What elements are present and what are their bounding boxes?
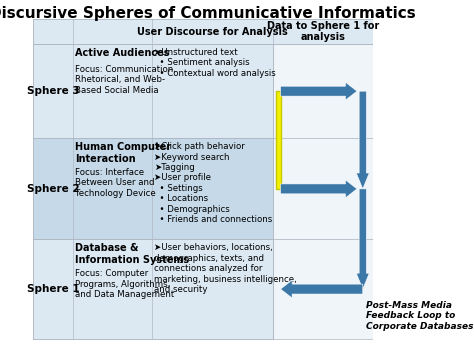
Bar xyxy=(33,44,273,138)
Text: ➤User behaviors, locations,
demographics, texts, and
connections analyzed for
ma: ➤User behaviors, locations, demographics… xyxy=(155,244,297,294)
Text: Database &
Information Systems: Database & Information Systems xyxy=(75,244,189,265)
Polygon shape xyxy=(281,180,357,198)
Bar xyxy=(275,91,281,189)
Text: Data to Sphere 1 for
analysis: Data to Sphere 1 for analysis xyxy=(266,21,379,42)
Bar xyxy=(273,239,373,339)
Text: Discursive Spheres of Communicative Informatics: Discursive Spheres of Communicative Info… xyxy=(0,6,415,21)
Text: Active Audiences: Active Audiences xyxy=(75,48,170,58)
Text: ➤Unstructured text
  • Sentiment analysis
  • Contextual word analysis: ➤Unstructured text • Sentiment analysis … xyxy=(155,48,276,78)
Text: Human Computer
Interaction: Human Computer Interaction xyxy=(75,142,171,164)
Polygon shape xyxy=(356,91,369,189)
Polygon shape xyxy=(281,82,357,100)
Text: Sphere 1: Sphere 1 xyxy=(27,284,79,294)
Text: Sphere 2: Sphere 2 xyxy=(27,184,79,194)
Bar xyxy=(33,138,273,239)
Text: Focus: Communication,
Rhetorical, and Web-
Based Social Media: Focus: Communication, Rhetorical, and We… xyxy=(75,65,176,95)
Text: Focus: Computer
Programs, Algorithms,
and Data Management: Focus: Computer Programs, Algorithms, an… xyxy=(75,269,174,299)
Polygon shape xyxy=(281,280,363,298)
Text: Focus: Interface
Between User and
Technology Device: Focus: Interface Between User and Techno… xyxy=(75,168,156,198)
Bar xyxy=(273,44,373,138)
Text: ➤Click path behavior
➤Keyword search
➤Tagging
➤User profile
  • Settings
  • Loc: ➤Click path behavior ➤Keyword search ➤Ta… xyxy=(155,142,273,224)
Polygon shape xyxy=(356,189,369,289)
Text: User Discourse for Analysis: User Discourse for Analysis xyxy=(137,27,288,37)
Text: Post-Mass Media
Feedback Loop to
Corporate Databases: Post-Mass Media Feedback Loop to Corpora… xyxy=(365,301,473,331)
Text: Sphere 3: Sphere 3 xyxy=(27,86,79,96)
Bar xyxy=(273,138,373,239)
Bar xyxy=(33,19,373,44)
Bar xyxy=(33,239,273,339)
